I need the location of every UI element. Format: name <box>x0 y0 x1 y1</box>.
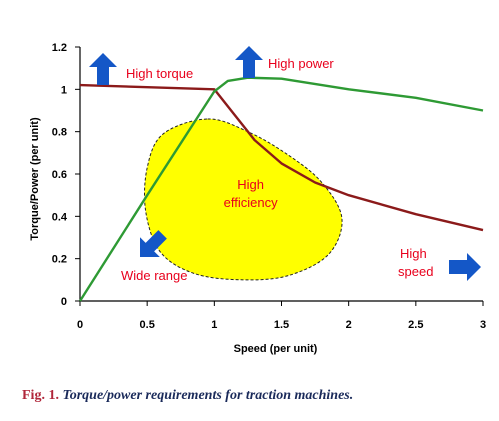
torque-curve <box>79 83 484 232</box>
x-tick-label: 2 <box>346 319 352 331</box>
wide-range-label: Wide range <box>121 268 187 283</box>
x-tick-label: 0.5 <box>140 319 155 331</box>
high-speed-label-line2: speed <box>398 264 433 279</box>
high-speed-arrow-icon <box>449 253 481 281</box>
y-tick-label: 1.2 <box>52 42 67 54</box>
y-tick-label: 0.6 <box>52 169 67 181</box>
y-tick-label: 0.4 <box>52 211 68 223</box>
efficiency-label-line: High <box>237 177 264 192</box>
efficiency-region <box>144 118 343 281</box>
figure-caption: Fig. 1. Torque/power requirements for tr… <box>22 388 353 404</box>
high-torque-label: High torque <box>126 66 193 81</box>
x-tick-label: 1.5 <box>274 319 289 331</box>
high-speed-label-line1: High <box>400 246 427 261</box>
x-axis-title: Speed (per unit) <box>234 343 318 355</box>
wide-range-arrow-icon <box>140 230 167 257</box>
x-tick-label: 1 <box>211 319 217 331</box>
x-tick-label: 2.5 <box>408 319 423 331</box>
y-tick-label: 0.2 <box>52 254 67 266</box>
caption-label: Fig. 1. <box>22 388 59 403</box>
high-torque-arrow-icon <box>89 53 117 85</box>
x-tick-label: 0 <box>77 319 83 331</box>
x-tick-label: 3 <box>480 319 486 331</box>
y-axis-title: Torque/Power (per unit) <box>29 117 41 241</box>
y-tick-label: 0 <box>61 296 67 308</box>
efficiency-label-line: efficiency <box>224 195 278 210</box>
y-tick-label: 0.8 <box>52 127 67 139</box>
high-power-label: High power <box>268 56 334 71</box>
chart: High efficiency 0 0.5 1 1.5 2 2.5 3 0 0.2 0.4 0.6 0.8… <box>29 42 486 355</box>
high-power-arrow-icon <box>235 46 263 78</box>
caption-text: Torque/power requirements for traction m… <box>62 388 354 403</box>
y-tick-label: 1 <box>61 84 67 96</box>
